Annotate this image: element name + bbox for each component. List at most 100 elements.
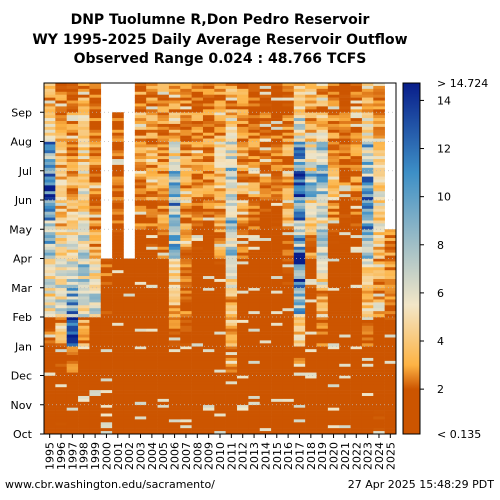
heatmap-cell [327, 205, 340, 210]
heatmap-cell [327, 223, 340, 227]
heatmap-cell [293, 147, 306, 151]
heatmap-cell [89, 182, 102, 186]
heatmap-cell [66, 267, 79, 271]
heatmap-cell [282, 153, 295, 157]
heatmap-cell [134, 331, 147, 335]
x-tick-label-2014: 2014 [259, 442, 272, 470]
heatmap-cell [384, 249, 397, 253]
heatmap-cell [316, 191, 329, 195]
heatmap-cell [259, 226, 272, 230]
heatmap-cell [146, 109, 158, 113]
heatmap-cell [350, 284, 363, 289]
heatmap-cell [100, 264, 113, 268]
heatmap-cell [89, 413, 102, 417]
heatmap-cell [202, 419, 215, 423]
heatmap-cell [202, 83, 215, 87]
heatmap-cell [168, 235, 181, 239]
heatmap-cell [55, 235, 67, 239]
heatmap-cell [225, 410, 238, 414]
heatmap-cell [123, 352, 136, 356]
heatmap-cell [350, 100, 363, 104]
heatmap-cell [373, 404, 385, 408]
heatmap-cell [123, 369, 136, 373]
heatmap-cell [327, 398, 340, 403]
heatmap-cell [168, 252, 181, 256]
heatmap-cell [112, 217, 124, 221]
heatmap-cell [78, 343, 90, 347]
heatmap-cell [316, 258, 329, 262]
heatmap-cell [305, 395, 317, 400]
heatmap-cell [237, 378, 249, 382]
heatmap-cell [214, 179, 226, 183]
heatmap-cell [214, 217, 226, 221]
heatmap-cell [237, 217, 249, 221]
heatmap-cell [157, 290, 170, 294]
heatmap-cell [361, 387, 374, 391]
heatmap-cell [237, 106, 249, 110]
heatmap-cell [180, 360, 192, 365]
heatmap-cell [89, 287, 102, 291]
heatmap-cell [202, 194, 215, 198]
heatmap-cell [146, 144, 158, 148]
heatmap-cell [225, 138, 238, 142]
heatmap-cell [316, 401, 329, 406]
heatmap-cell [316, 378, 329, 382]
heatmap-cell [327, 235, 340, 239]
heatmap-cell [157, 393, 170, 397]
heatmap-cell [146, 103, 158, 107]
heatmap-cell [350, 267, 363, 271]
heatmap-cell [339, 129, 351, 134]
heatmap-cell [373, 343, 385, 347]
heatmap-cell [180, 135, 192, 139]
heatmap-cell [180, 416, 192, 420]
heatmap-cell [237, 352, 249, 356]
heatmap-cell [44, 378, 56, 382]
heatmap-cell [271, 112, 283, 116]
heatmap-cell [146, 363, 158, 368]
heatmap-cell [259, 390, 272, 394]
x-tick-label-2021: 2021 [339, 442, 352, 470]
x-tick-label-1999: 1999 [89, 442, 102, 470]
heatmap-cell [327, 167, 340, 172]
heatmap-cell [123, 296, 136, 300]
heatmap-cell [44, 337, 56, 341]
heatmap-cell [66, 355, 79, 359]
heatmap-cell [384, 264, 397, 268]
heatmap-cell [146, 214, 158, 218]
heatmap-cell [350, 202, 363, 207]
heatmap-cell [202, 176, 215, 180]
heatmap-cell [225, 115, 238, 119]
heatmap-cell [66, 278, 79, 283]
heatmap-cell [55, 156, 67, 160]
heatmap-cell [271, 97, 283, 101]
heatmap-cell [168, 422, 181, 426]
heatmap-cell [350, 422, 363, 426]
heatmap-cell [44, 121, 56, 125]
heatmap-cell [373, 378, 385, 382]
heatmap-cell [146, 173, 158, 177]
heatmap-cell [316, 276, 329, 280]
heatmap-cell [373, 302, 385, 306]
heatmap-cell [271, 185, 283, 189]
heatmap-cell [123, 404, 136, 408]
heatmap-cell [180, 176, 192, 180]
heatmap-cell [248, 419, 261, 423]
heatmap-cell [100, 431, 113, 435]
heatmap-cell [327, 340, 340, 344]
heatmap-cell [327, 363, 340, 368]
heatmap-cell [180, 355, 192, 359]
heatmap-cell [89, 317, 102, 321]
heatmap-cell [305, 179, 317, 183]
heatmap-cell [271, 144, 283, 148]
heatmap-cell [112, 378, 124, 382]
heatmap-cell [191, 378, 204, 382]
heatmap-cell [112, 395, 124, 400]
heatmap-cell [66, 85, 79, 90]
heatmap-cell [44, 281, 56, 286]
heatmap-cell [361, 422, 374, 426]
heatmap-cell [225, 118, 238, 122]
heatmap-cell [282, 229, 295, 233]
heatmap-cell [361, 129, 374, 134]
heatmap-cell [66, 428, 79, 432]
heatmap-cell [282, 159, 295, 163]
